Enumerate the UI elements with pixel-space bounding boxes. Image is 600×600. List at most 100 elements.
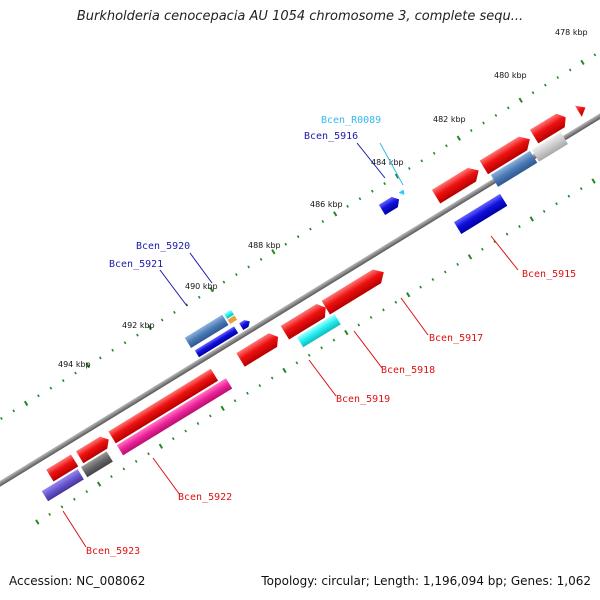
ruler-tick [233, 399, 237, 403]
gene-label-bcen-5917[interactable]: Bcen_5917 [429, 333, 483, 344]
ruler-tick [295, 361, 299, 365]
gene-arrow[interactable] [529, 110, 570, 144]
gene-label-bcen-5922[interactable]: Bcen_5922 [178, 492, 232, 503]
ruler-tick [467, 254, 473, 260]
gene-arrow[interactable] [116, 378, 233, 456]
gene-label-bcen-r0089[interactable]: Bcen_R0089 [321, 115, 381, 126]
gene-arrow[interactable] [280, 301, 330, 340]
gene-label-bcen-5918[interactable]: Bcen_5918 [381, 365, 435, 376]
gene-box[interactable] [81, 451, 113, 478]
ruler-tick [394, 300, 398, 304]
ruler-tick [556, 76, 560, 80]
gene-bcen-5916[interactable] [378, 189, 410, 215]
ruler-tick [332, 338, 336, 342]
gene-box[interactable] [453, 193, 508, 235]
ruler-label: 494 kbp [58, 360, 91, 369]
gene-label-bcen-5923[interactable]: Bcen_5923 [86, 546, 140, 557]
ruler-label: 482 kbp [433, 115, 466, 124]
ruler-tick [408, 166, 411, 170]
ruler-tick [518, 97, 523, 103]
gene-label-bcen-5920[interactable]: Bcen_5920 [136, 241, 190, 252]
ruler-tick [136, 333, 139, 337]
gene-arrow[interactable] [398, 189, 406, 197]
ruler-tick [383, 182, 386, 186]
gene-bcen-5920-block[interactable] [184, 304, 252, 358]
ruler-tick [259, 257, 263, 261]
ruler-label: 478 kbp [555, 28, 588, 37]
gene-bcen-5917-block[interactable] [236, 265, 395, 378]
ruler-tick [147, 324, 152, 331]
ruler-label: 486 kbp [310, 200, 343, 209]
ruler-tick [333, 211, 338, 217]
gene-arrow[interactable] [431, 164, 483, 204]
topology-text: Topology: circular; Length: 1,196,094 bp… [261, 574, 591, 588]
gene-arrow[interactable] [76, 434, 112, 464]
ruler-tick [445, 144, 448, 148]
ruler-tick [99, 356, 102, 360]
ruler-label: 490 kbp [185, 282, 218, 291]
ruler-tick [307, 353, 311, 357]
ruler-tick [544, 83, 547, 87]
ruler-tick [160, 318, 164, 322]
ruler-tick [85, 362, 91, 369]
ruler-tick [282, 367, 287, 374]
gene-box[interactable] [531, 132, 568, 162]
gene-bcen-5922-block[interactable] [33, 365, 233, 502]
gene-box[interactable] [490, 150, 538, 187]
ruler-tick [158, 443, 164, 449]
gene-arrow[interactable] [46, 454, 79, 482]
gene-label-bcen-5921[interactable]: Bcen_5921 [109, 259, 163, 270]
ruler-tick [222, 280, 226, 284]
leader-lines [62, 142, 519, 548]
gene-box[interactable] [41, 469, 84, 502]
gene-box[interactable] [227, 315, 238, 324]
gene-bcen-5915-block[interactable] [431, 99, 600, 235]
gene-arrow[interactable] [108, 368, 219, 444]
ruler-tick [96, 481, 102, 487]
gene-arrow[interactable] [479, 132, 534, 175]
ruler-tick [147, 452, 150, 456]
ruler-tick [431, 278, 435, 282]
ruler-tick [197, 295, 201, 299]
ruler-label: 488 kbp [248, 241, 281, 250]
ruler-label: 484 kbp [371, 158, 404, 167]
ruler-tick [529, 216, 534, 222]
gene-arrow[interactable] [239, 318, 252, 331]
gene-box[interactable] [184, 314, 229, 349]
gene-arrow[interactable] [574, 102, 589, 117]
ruler-tick [370, 189, 374, 193]
ruler-tick [85, 490, 89, 494]
ruler-tick [110, 475, 113, 479]
ruler-tick [209, 414, 212, 418]
gene-box[interactable] [296, 314, 341, 348]
ruler-tick [247, 265, 250, 269]
ruler-tick [48, 512, 51, 516]
ruler-tick [134, 459, 138, 463]
gene-arrow[interactable] [194, 326, 239, 358]
ruler-tick [246, 391, 249, 395]
gene-box[interactable] [223, 309, 234, 319]
ruler-tick [591, 178, 596, 184]
ruler-tick [49, 386, 53, 390]
ruler-tick [482, 121, 485, 125]
ruler-tick [35, 519, 40, 525]
ruler-tick [122, 467, 126, 471]
ruler-tick [406, 292, 411, 298]
ruler-tick [456, 262, 459, 266]
gene-arrow[interactable] [321, 265, 388, 315]
ruler-tick [12, 409, 16, 413]
chromosome-backbone [0, 26, 600, 574]
ruler-tick [456, 135, 461, 141]
ruler-label: 492 kbp [122, 321, 155, 330]
ruler-tick [580, 59, 585, 66]
gene-label-bcen-5915[interactable]: Bcen_5915 [522, 269, 576, 280]
gene-arrow[interactable] [236, 330, 282, 367]
ruler-tick [419, 285, 422, 289]
ruler-tick [60, 505, 64, 509]
ruler-tick [357, 323, 361, 327]
ruler-tick [518, 224, 521, 229]
gene-label-bcen-5919[interactable]: Bcen_5919 [336, 394, 390, 405]
gene-arrow[interactable] [378, 194, 402, 215]
gene-label-bcen-5916[interactable]: Bcen_5916 [304, 131, 358, 142]
